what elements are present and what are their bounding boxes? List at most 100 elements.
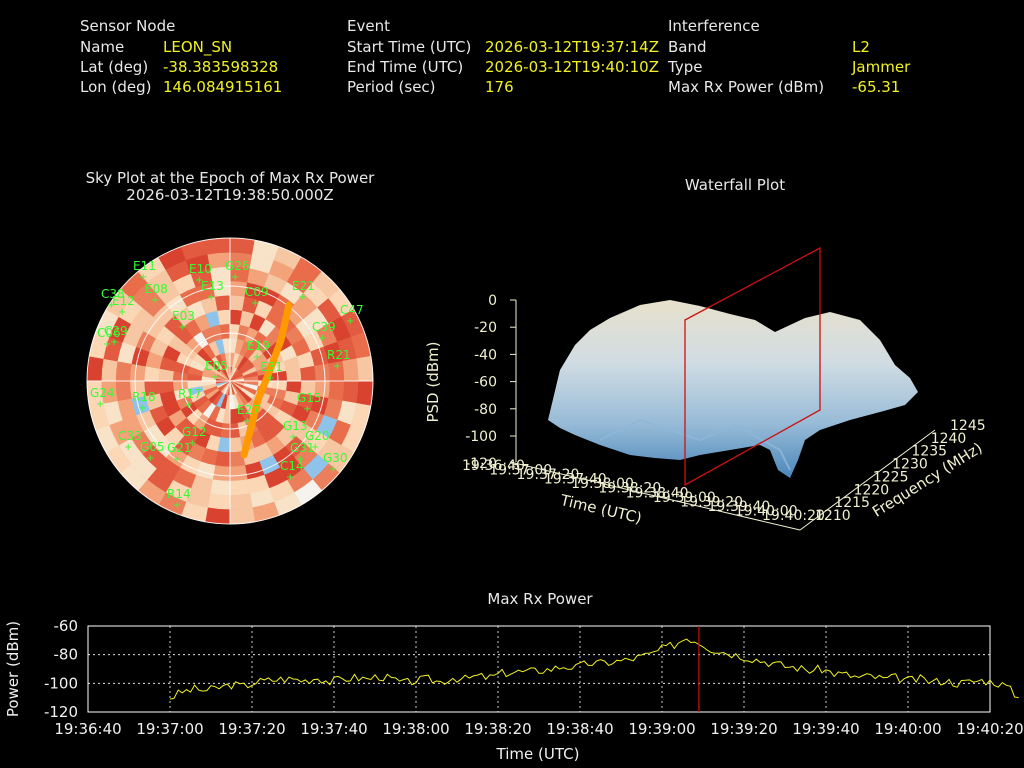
satellite-marker: + [333, 361, 341, 372]
satellite-marker: + [178, 322, 186, 333]
satellite-marker: + [311, 442, 319, 453]
satellite-marker: + [103, 339, 111, 350]
satellite-label: E05 [205, 359, 228, 373]
power-chart-x-label: Time (UTC) [496, 745, 580, 763]
power-chart-y-label: Power (dBm) [4, 621, 22, 717]
sensor-lon-label: Lon (deg) [80, 78, 152, 96]
satellite-marker: + [296, 454, 304, 465]
waterfall-time-tick: 19:37:20 [517, 467, 580, 483]
waterfall-time-tick: 19:37:40 [544, 472, 607, 488]
waterfall-time-tick: 19:39:20 [680, 494, 743, 510]
waterfall-z-tick: -20 [474, 320, 497, 336]
satellite-marker: + [207, 292, 215, 303]
satellite-marker: + [346, 316, 354, 327]
sensor-heading: Sensor Node [80, 17, 176, 35]
event-period-label: Period (sec) [347, 78, 436, 96]
power-chart-x-ticks: 19:36:40 19:37:00 19:37:20 19:37:40 19:38:00… [54, 720, 1023, 738]
sky-grid [86, 237, 374, 525]
satellite-label: G12 [182, 425, 207, 439]
satellite-label: C06 [97, 326, 121, 340]
sky-plot-epoch: 2026-03-12T19:38:50.000Z [126, 186, 334, 204]
interference-type-label: Type [668, 58, 703, 76]
satellite-label: G05 [140, 440, 165, 454]
sky-plot-title: Sky Plot at the Epoch of Max Rx Power [85, 169, 375, 187]
satellite-label: C29 [104, 324, 128, 338]
event-end-value: 2026-03-12T19:40:10Z [485, 58, 659, 76]
satellite-label: E21 [292, 279, 315, 293]
satellite-label: R21 [327, 348, 351, 362]
satellite-label: E11 [133, 259, 156, 273]
waterfall-frequency-tick: 1225 [873, 469, 909, 485]
waterfall-time-ticks: 19:36:4019:37:0019:37:2019:37:4019:38:00… [462, 458, 825, 524]
satellite-label: G24 [90, 386, 115, 400]
waterfall-z-tick: -100 [465, 429, 497, 445]
satellite-marker: + [173, 500, 181, 511]
satellite-marker: + [188, 438, 196, 449]
sensor-lat-label: Lat (deg) [80, 58, 149, 76]
satellite-marker: + [118, 307, 126, 318]
waterfall-frequency-tick: 1230 [892, 457, 928, 473]
waterfall-z-tick: -60 [474, 375, 497, 391]
waterfall-z-tick: -120 [465, 456, 497, 472]
satellite-label: E27 [237, 403, 260, 417]
satellite-marker: + [138, 403, 146, 414]
waterfall-frequency-tick: 1215 [834, 495, 870, 511]
satellite-marker: + [286, 472, 294, 483]
waterfall-z-label: PSD (dBm) [424, 341, 442, 422]
waterfall-surface [548, 300, 918, 478]
satellite-marker: + [211, 372, 219, 383]
satellite-label: G13 [283, 419, 308, 433]
satellite-label: E19 [247, 339, 270, 353]
satellite-marker: + [266, 373, 274, 384]
satellite-label: E31 [260, 360, 283, 374]
sensor-lat-value: -38.383598328 [163, 58, 279, 76]
x-tick-label: 19:38:40 [546, 720, 613, 738]
interference-heading: Interference [668, 17, 760, 35]
satellite-labels: E11+E10+C38+E08+C29+E12+C09+E03+C06+C39+… [90, 259, 364, 511]
satellite-label: G30 [323, 451, 348, 465]
x-tick-label: 19:36:40 [54, 720, 121, 738]
y-tick-label: -80 [54, 646, 79, 664]
interference-power-value: -65.31 [852, 78, 901, 96]
satellite-marker: + [139, 272, 147, 283]
satellite-marker: + [318, 333, 326, 344]
satellite-marker: + [289, 432, 297, 443]
waterfall-epoch-plane [684, 246, 821, 487]
waterfall-time-tick: 19:38:20 [598, 481, 661, 497]
waterfall-frequency-tick: 1210 [815, 508, 851, 524]
satellite-marker: + [231, 272, 239, 283]
satellite-marker: + [298, 292, 306, 303]
waterfall-time-tick: 19:40:00 [735, 503, 798, 519]
satellite-marker: + [329, 464, 337, 475]
x-tick-label: 19:39:20 [710, 720, 777, 738]
satellite-label: C33 [118, 429, 142, 443]
waterfall-z-tick: 0 [488, 293, 497, 309]
power-series-line [169, 638, 1019, 700]
satellite-label: R17 [178, 387, 202, 401]
waterfall-time-tick: 19:36:40 [462, 458, 525, 474]
interference-band-label: Band [668, 38, 707, 56]
interference-type-value: Jammer [852, 58, 911, 76]
satellite-marker: + [195, 275, 203, 286]
x-tick-label: 19:39:40 [792, 720, 859, 738]
y-tick-label: -60 [54, 617, 79, 635]
interference-power-label: Max Rx Power (dBm) [668, 78, 825, 96]
waterfall-frequency-tick: 1245 [950, 418, 986, 434]
satellite-label: C39 [312, 320, 336, 334]
waterfall-title: Waterfall Plot [684, 176, 786, 194]
waterfall-z-tick: -80 [474, 402, 497, 418]
x-tick-label: 19:37:20 [218, 720, 285, 738]
satellite-label: G31 [290, 441, 315, 455]
event-start-value: 2026-03-12T19:37:14Z [485, 38, 659, 56]
x-tick-label: 19:40:20 [956, 720, 1023, 738]
event-end-label: End Time (UTC) [347, 58, 464, 76]
satellite-marker: + [124, 442, 132, 453]
satellite-label: C14 [280, 459, 304, 473]
satellite-label: E13 [201, 279, 224, 293]
sensor-name-label: Name [80, 38, 125, 56]
waterfall-frequency-tick: 1240 [931, 431, 967, 447]
satellite-label: E08 [145, 282, 168, 296]
satellite-marker: + [184, 400, 192, 411]
waterfall-time-tick: 19:39:00 [653, 490, 716, 506]
